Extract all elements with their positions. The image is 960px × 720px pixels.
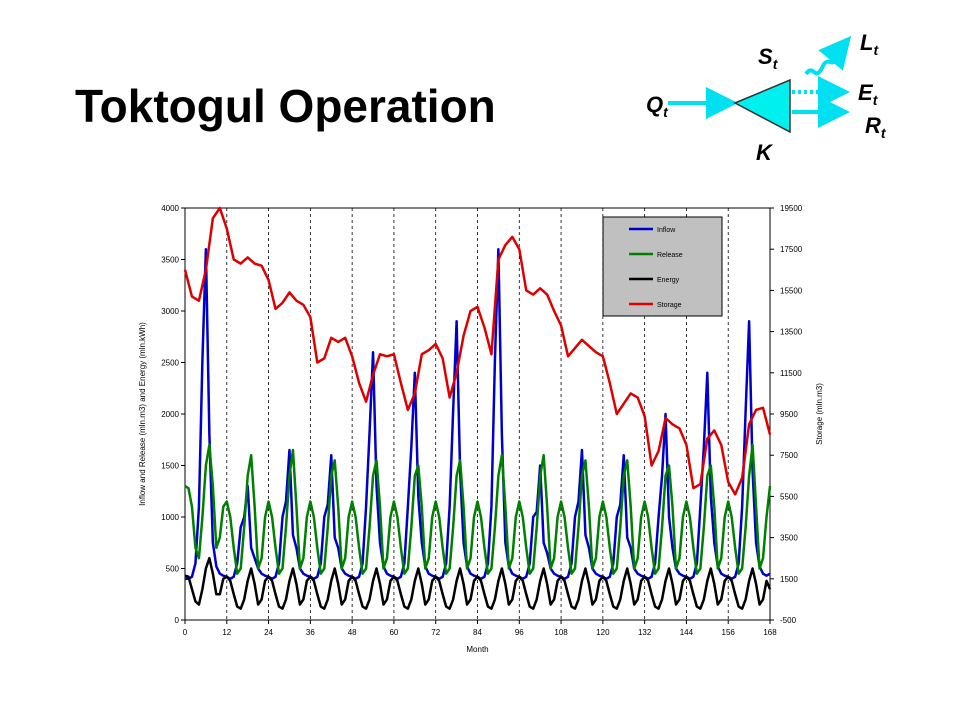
series-line — [184, 443, 772, 575]
y-tick-label: 2500 — [161, 359, 179, 368]
y-tick-label: 3500 — [161, 256, 179, 265]
y2-axis-label: Storage (mln.m3) — [815, 383, 824, 445]
y2-tick-label: 15500 — [780, 286, 803, 295]
x-tick-label: 48 — [348, 628, 357, 637]
label-subscript: t — [773, 56, 779, 72]
label-symbol: R — [865, 113, 881, 138]
y2-tick-label: 7500 — [780, 451, 798, 460]
x-tick-label: 132 — [638, 628, 652, 637]
y2-tick-label: 19500 — [780, 204, 803, 213]
slide-title: Toktogul Operation — [75, 80, 496, 132]
label-symbol: E — [858, 80, 874, 105]
y-tick-label: 2000 — [161, 410, 179, 419]
x-tick-label: 84 — [473, 628, 482, 637]
x-tick-label: 120 — [596, 628, 610, 637]
x-tick-label: 36 — [306, 628, 315, 637]
y-tick-label: 1000 — [161, 513, 179, 522]
diagram-label: Et — [858, 80, 879, 108]
series-line — [183, 206, 772, 496]
y-tick-label: 4000 — [161, 204, 179, 213]
legend-label: Storage — [657, 302, 682, 309]
x-tick-label: 108 — [554, 628, 568, 637]
label-symbol: K — [756, 140, 774, 165]
x-tick-label: 72 — [431, 628, 440, 637]
y2-tick-label: 17500 — [780, 245, 803, 254]
legend-label: Energy — [657, 277, 680, 284]
y2-tick-label: 1500 — [780, 575, 798, 584]
y-tick-label: 3000 — [161, 307, 179, 316]
loss-arrow — [804, 35, 852, 76]
label-subscript: t — [881, 125, 887, 141]
y-axis-label: Inflow and Release (mln.m3) and Energy (… — [138, 322, 147, 506]
diagram-label: Lt — [860, 30, 879, 58]
x-tick-label: 60 — [389, 628, 398, 637]
legend-box — [602, 216, 723, 317]
series-line — [184, 556, 772, 610]
x-tick-label: 0 — [183, 628, 188, 637]
y-tick-label: 0 — [175, 616, 180, 625]
label-symbol: L — [860, 30, 873, 55]
label-subscript: t — [873, 42, 879, 58]
diagram-label: Qt — [646, 92, 669, 120]
legend-label: Inflow — [657, 227, 676, 234]
y2-tick-label: 3500 — [780, 534, 798, 543]
y-tick-label: 500 — [166, 565, 180, 574]
label-symbol: S — [758, 44, 773, 69]
y2-tick-label: 13500 — [780, 328, 803, 337]
y2-tick-label: -500 — [780, 616, 797, 625]
diagram-label: K — [756, 140, 774, 165]
label-symbol: Q — [646, 92, 663, 117]
x-tick-label: 12 — [222, 628, 231, 637]
label-subscript: t — [663, 104, 669, 120]
y2-tick-label: 11500 — [780, 369, 802, 378]
x-tick-label: 24 — [264, 628, 273, 637]
x-axis-label: Month — [466, 645, 488, 654]
y-tick-label: 1500 — [161, 462, 179, 471]
x-tick-label: 96 — [515, 628, 524, 637]
y2-tick-label: 5500 — [780, 492, 798, 501]
legend-label: Release — [657, 252, 683, 259]
reservoir-diagram — [668, 35, 852, 134]
y2-tick-label: 9500 — [780, 410, 798, 419]
diagram-label: Rt — [865, 113, 887, 141]
x-tick-label: 168 — [763, 628, 777, 637]
reservoir-triangle — [733, 78, 791, 134]
x-tick-label: 144 — [680, 628, 694, 637]
x-tick-label: 156 — [722, 628, 736, 637]
label-subscript: t — [873, 92, 879, 108]
diagram-label: St — [758, 44, 779, 72]
